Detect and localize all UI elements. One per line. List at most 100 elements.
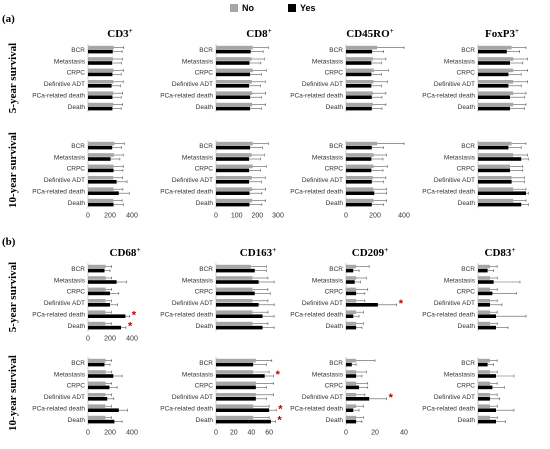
bar-yes — [346, 280, 355, 284]
category-label: Metastasis — [182, 371, 214, 378]
category-label: BCR — [329, 47, 343, 54]
bar-yes — [346, 408, 354, 412]
bar-no — [478, 276, 490, 280]
bar-yes — [88, 84, 112, 88]
bar-no — [216, 415, 254, 420]
chart-cd163-5yr-b: BCR Metastasis CRPC Definitive ADT PCa-relat… — [160, 263, 275, 332]
category-label: PCa-related death — [160, 189, 213, 196]
category-label: CRPC — [325, 70, 344, 77]
bar-yes — [88, 374, 114, 378]
bar-no — [346, 91, 373, 95]
bar-yes — [216, 268, 255, 273]
category-label: PCa-related death — [422, 189, 475, 196]
bar-yes — [478, 191, 526, 195]
category-label: Definitive ADT — [44, 394, 85, 401]
bar-yes — [346, 180, 372, 184]
bar-yes — [88, 280, 117, 284]
category-label: PCa-related death — [290, 189, 343, 196]
bar-yes — [216, 157, 250, 161]
category-label: PCa-related death — [160, 312, 213, 319]
bar-yes — [88, 180, 117, 184]
bar-no — [88, 264, 106, 269]
marker-title-cd45ro: CD45RO+ — [346, 27, 393, 40]
bar-no — [216, 153, 252, 157]
bar-yes — [216, 362, 254, 367]
category-label: CRPC — [195, 383, 214, 390]
category-label: Definitive ADT — [44, 300, 85, 307]
bar-no — [478, 393, 490, 397]
bar-no — [216, 393, 256, 397]
bar-no — [346, 141, 378, 146]
chart-cd68-5yr-b: 0 200 400 BCR Metastasis CRPC Definitive ADT PC… — [32, 263, 138, 342]
category-label: Definitive ADT — [44, 177, 85, 184]
bar-yes — [88, 191, 119, 195]
bar-yes — [478, 72, 509, 77]
bar-yes — [88, 268, 105, 273]
bar-no — [478, 321, 490, 326]
panel-label-a: (a) — [2, 13, 15, 25]
bar-no — [478, 198, 514, 203]
marker-title-cd83: CD83+ — [485, 246, 516, 259]
x-tick-label: 0 — [344, 429, 348, 436]
bar-no — [216, 141, 253, 146]
bar-yes — [346, 202, 372, 207]
category-label: Definitive ADT — [172, 177, 213, 184]
bar-yes — [478, 291, 493, 296]
bar-yes — [88, 314, 126, 318]
chart-cd209-5yr-b: BCR Metastasis CRPC Definitive ADT * PCa-rela… — [290, 263, 404, 332]
category-label: Definitive ADT — [434, 394, 475, 401]
chart-cd209-10yr-b: 0 20 40 BCR Metastasis CRPC Definitive ADT * PCa… — [290, 357, 408, 436]
marker-title-foxp3: FoxP3+ — [485, 27, 519, 40]
category-label: PCa-related death — [32, 406, 85, 413]
bar-yes — [478, 268, 488, 273]
x-tick-label: 400 — [398, 212, 410, 219]
bar-yes — [478, 106, 510, 111]
bar-no — [88, 102, 114, 107]
chart-cd68-10yr-b: 0 200 400 BCR Metastasis CRPC Definitive ADT PC… — [32, 357, 138, 436]
bar-no — [216, 404, 254, 408]
bar-yes — [216, 303, 259, 307]
significance-star: * — [277, 415, 282, 427]
bar-no — [478, 310, 490, 314]
category-label: Death — [326, 200, 344, 207]
significance-star: * — [389, 392, 394, 404]
bar-no — [346, 358, 357, 363]
bar-no — [88, 358, 106, 363]
significance-star: * — [278, 403, 283, 415]
bar-yes — [216, 291, 255, 296]
bar-no — [346, 45, 378, 50]
category-label: Death — [326, 104, 344, 111]
bar-yes — [478, 303, 490, 307]
panel-label-b: (b) — [2, 236, 16, 248]
category-label: Metastasis — [182, 154, 214, 161]
bar-no — [88, 164, 114, 169]
marker-title-cd8: CD8+ — [246, 27, 271, 40]
bar-yes — [88, 397, 108, 401]
bar-yes — [346, 303, 378, 307]
bar-yes — [346, 72, 372, 77]
legend-label-yes: Yes — [300, 3, 316, 13]
chart-foxp3-5yr-a: BCR Metastasis CRPC Definitive ADT PCa-relat… — [422, 44, 528, 113]
significance-star: * — [132, 309, 137, 321]
bar-no — [216, 370, 254, 374]
category-label: Definitive ADT — [172, 81, 213, 88]
bar-no — [88, 45, 114, 50]
x-tick-label: 0 — [86, 429, 90, 436]
bar-yes — [216, 280, 259, 284]
bar-no — [88, 415, 106, 420]
bar-yes — [216, 314, 263, 318]
category-label: Definitive ADT — [434, 177, 475, 184]
category-label: BCR — [199, 266, 213, 273]
category-label: Death — [68, 417, 86, 424]
bar-no — [88, 287, 106, 292]
bar-yes — [346, 191, 375, 195]
x-tick-label: 0 — [344, 212, 348, 219]
category-label: Death — [196, 417, 214, 424]
bar-yes — [216, 202, 250, 207]
category-label: CRPC — [325, 166, 344, 173]
x-tick-label: 0 — [214, 429, 218, 436]
bar-no — [478, 57, 514, 61]
bar-no — [478, 358, 490, 363]
bar-no — [216, 102, 253, 107]
